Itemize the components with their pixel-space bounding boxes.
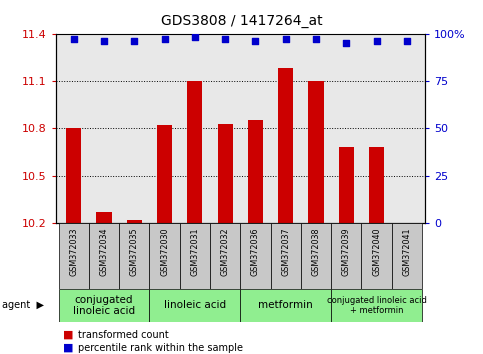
Bar: [66, 128, 81, 223]
Point: [282, 36, 290, 42]
Bar: [97, 212, 112, 223]
Text: GDS3808 / 1417264_at: GDS3808 / 1417264_at: [161, 14, 322, 28]
Bar: [301, 223, 331, 289]
Point: [373, 38, 381, 44]
Point: [312, 36, 320, 42]
Bar: [309, 81, 324, 223]
Text: GSM372033: GSM372033: [69, 228, 78, 276]
Point: [252, 38, 259, 44]
Bar: [149, 223, 180, 289]
Text: percentile rank within the sample: percentile rank within the sample: [78, 343, 243, 353]
Bar: [331, 223, 361, 289]
Text: conjugated
linoleic acid: conjugated linoleic acid: [73, 295, 135, 316]
Text: ■: ■: [63, 330, 73, 339]
Text: GSM372031: GSM372031: [190, 228, 199, 276]
Text: GSM372037: GSM372037: [281, 228, 290, 276]
Bar: [270, 223, 301, 289]
Text: GSM372035: GSM372035: [130, 228, 139, 276]
Bar: [210, 223, 241, 289]
Bar: [331, 289, 422, 322]
Text: GSM372041: GSM372041: [402, 228, 412, 276]
Point: [221, 36, 229, 42]
Text: GSM372030: GSM372030: [160, 228, 169, 276]
Bar: [369, 147, 384, 223]
Bar: [339, 147, 354, 223]
Point: [130, 38, 138, 44]
Text: transformed count: transformed count: [78, 330, 169, 339]
Point: [100, 38, 108, 44]
Bar: [392, 223, 422, 289]
Bar: [58, 223, 89, 289]
Text: GSM372034: GSM372034: [99, 228, 109, 276]
Bar: [278, 68, 293, 223]
Text: GSM372040: GSM372040: [372, 228, 381, 276]
Text: GSM372039: GSM372039: [342, 228, 351, 276]
Text: agent  ▶: agent ▶: [2, 300, 44, 310]
Point: [403, 38, 411, 44]
Point: [342, 40, 350, 46]
Point: [161, 36, 169, 42]
Bar: [127, 220, 142, 223]
Bar: [241, 223, 270, 289]
Text: metformin: metformin: [258, 300, 313, 310]
Bar: [119, 223, 149, 289]
Text: ■: ■: [63, 343, 73, 353]
Text: GSM372032: GSM372032: [221, 228, 229, 276]
Text: GSM372036: GSM372036: [251, 228, 260, 276]
Bar: [58, 289, 149, 322]
Text: conjugated linoleic acid
+ metformin: conjugated linoleic acid + metformin: [327, 296, 426, 315]
Text: GSM372038: GSM372038: [312, 228, 321, 276]
Text: linoleic acid: linoleic acid: [164, 300, 226, 310]
Point: [191, 35, 199, 40]
Bar: [157, 125, 172, 223]
Bar: [149, 289, 241, 322]
Bar: [248, 120, 263, 223]
Bar: [217, 124, 233, 223]
Bar: [241, 289, 331, 322]
Bar: [180, 223, 210, 289]
Bar: [89, 223, 119, 289]
Point: [70, 36, 78, 42]
Bar: [187, 81, 202, 223]
Bar: [361, 223, 392, 289]
